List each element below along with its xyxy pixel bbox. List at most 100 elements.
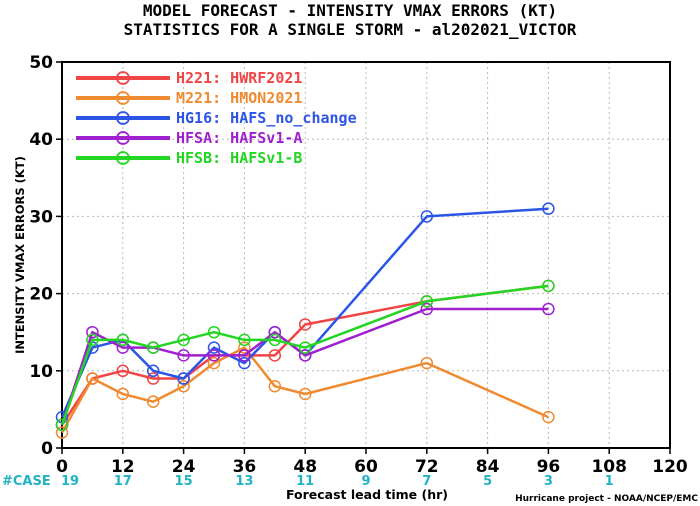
data-point: [146, 341, 160, 354]
case-counts: #CASE 19 17 15 13 11 9 7 5 3 1: [2, 474, 614, 489]
legend-item: HG16: HAFS_no_change: [76, 109, 357, 127]
data-point: [542, 202, 555, 215]
x-tick-label: 96: [537, 457, 561, 477]
data-point: [298, 318, 312, 331]
data-point: [116, 333, 130, 347]
data-point: [238, 341, 251, 354]
data-point: [177, 349, 190, 362]
data-point: [238, 349, 251, 362]
data-point: [55, 426, 69, 439]
x-tick-label: 60: [354, 457, 378, 477]
legend-label: HFSB: HAFSv1-B: [176, 149, 302, 167]
data-point: [116, 341, 130, 354]
case-count: 3: [544, 474, 553, 489]
data-point: [420, 210, 434, 223]
series-layer: [55, 202, 555, 439]
data-point: [207, 349, 221, 362]
data-point: [542, 410, 555, 424]
series-line: [60, 346, 549, 434]
data-point: [146, 372, 160, 385]
legend-item: M221: HMON2021: [76, 89, 302, 107]
data-point: [177, 372, 190, 385]
legend-item: HFSA: HAFSv1-A: [76, 129, 302, 147]
data-point: [116, 364, 130, 378]
x-tick-label: 12: [111, 457, 135, 477]
y-axis: 0 10 20 30 40 50: [29, 53, 62, 459]
data-point: [542, 302, 555, 316]
data-point: [86, 333, 99, 347]
legend: H221: HWRF2021 M221: HMON2021 HG16: HAFS_n…: [76, 69, 357, 167]
series-line: [60, 284, 549, 426]
data-point: [207, 325, 221, 339]
legend-marker: [116, 91, 130, 105]
x-tick-label: 24: [172, 457, 196, 477]
legend-marker: [116, 71, 130, 85]
series-line: [60, 307, 549, 426]
data-point: [207, 356, 221, 370]
series-2: [55, 341, 555, 439]
data-point: [268, 325, 282, 339]
case-count: 17: [114, 474, 132, 489]
data-point: [177, 379, 190, 393]
data-point: [268, 349, 282, 362]
case-count: 11: [296, 474, 314, 489]
data-point: [298, 341, 312, 354]
data-point: [268, 379, 282, 393]
legend-marker: [116, 111, 130, 125]
data-point: [86, 325, 99, 339]
series-5: [55, 279, 555, 432]
case-label: #CASE: [2, 474, 51, 489]
x-tick-label: 48: [293, 457, 317, 477]
x-tick-label: 36: [233, 457, 257, 477]
case-count: 9: [361, 474, 370, 489]
x-tick-label: 0: [56, 457, 68, 477]
data-point: [116, 387, 130, 401]
legend-label: H221: HWRF2021: [176, 69, 302, 87]
case-count: 5: [483, 474, 492, 489]
data-point: [420, 302, 434, 316]
chart-title: MODEL FORECAST - INTENSITY VMAX ERRORS (…: [143, 1, 557, 20]
data-point: [238, 333, 251, 347]
case-count: 19: [61, 474, 79, 489]
y-tick-label: 0: [41, 439, 53, 459]
data-point: [420, 356, 434, 370]
y-tick-label: 40: [29, 130, 53, 150]
y-tick-label: 10: [29, 362, 53, 382]
legend-label: HG16: HAFS_no_change: [176, 109, 357, 127]
y-axis-label: INTENSITY VMAX ERRORS (KT): [13, 156, 27, 354]
y-tick-label: 30: [29, 207, 53, 227]
legend-label: M221: HMON2021: [176, 89, 302, 107]
data-point: [55, 418, 69, 432]
data-point: [86, 372, 99, 385]
x-axis-label: Forecast lead time (hr): [286, 487, 448, 502]
y-tick-label: 50: [29, 53, 53, 73]
legend-item: HFSB: HAFSv1-B: [76, 149, 302, 167]
legend-item: H221: HWRF2021: [76, 69, 302, 87]
case-count: 7: [422, 474, 431, 489]
y-tick-label: 20: [29, 285, 53, 305]
legend-marker: [116, 151, 130, 165]
case-count: 1: [605, 474, 614, 489]
data-point: [146, 364, 160, 378]
case-count: 13: [235, 474, 253, 489]
data-point: [298, 387, 312, 401]
data-point: [420, 295, 434, 308]
chart-subtitle: STATISTICS FOR A SINGLE STORM - al202021…: [124, 20, 577, 39]
data-point: [146, 395, 160, 408]
data-point: [268, 333, 282, 347]
series-4: [55, 302, 555, 432]
x-tick-label: 120: [652, 457, 688, 477]
x-axis: 0 12 24 36 48 60 72 84 96 108 120: [56, 448, 688, 477]
legend-label: HFSA: HAFSv1-A: [176, 129, 302, 147]
data-point: [542, 279, 555, 293]
case-count: 15: [175, 474, 193, 489]
data-point: [238, 356, 251, 370]
x-tick-label: 84: [476, 457, 500, 477]
x-tick-label: 108: [591, 457, 627, 477]
data-point: [207, 341, 221, 354]
credit-text: Hurricane project - NOAA/NCEP/EMC: [515, 494, 698, 504]
data-point: [177, 333, 190, 347]
x-tick-label: 72: [415, 457, 439, 477]
data-point: [298, 349, 312, 362]
